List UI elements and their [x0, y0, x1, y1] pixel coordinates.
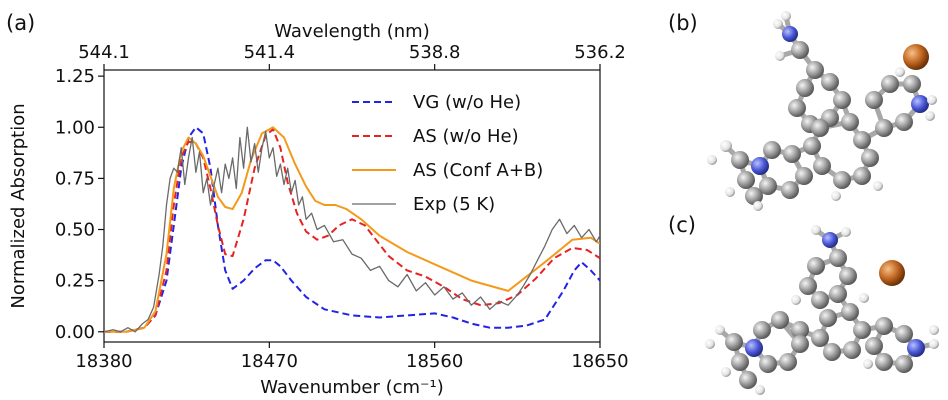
x-tick-label: 18380 [75, 351, 132, 372]
y-tick-label: 1.25 [55, 66, 95, 87]
y-tick-label: 0.00 [55, 322, 95, 343]
molecule-c-image [705, 225, 939, 395]
absorption-chart: 18380 18470 18560 18650 544.1 541.4 538.8 536.2… [8, 21, 629, 398]
series-line-4 [104, 126, 600, 333]
panel-label-b: (b) [668, 11, 698, 35]
series-line-3 [104, 126, 600, 333]
y-tick-label: 0.25 [55, 271, 95, 292]
x-tick-label: 18470 [241, 351, 298, 372]
top-x-tick-label: 541.4 [244, 42, 296, 63]
x-tick-label: 18560 [406, 351, 463, 372]
y-tick-label: 0.50 [55, 220, 95, 241]
cation-sphere-c [879, 260, 905, 286]
top-x-tick-label: 544.1 [78, 42, 130, 63]
y-tick-label: 1.00 [55, 117, 95, 138]
legend-label-4: Exp (5 K) [413, 194, 495, 215]
molecule-b-image [707, 11, 937, 211]
legend-label-1: VG (w/o He) [413, 92, 521, 113]
series-layer [104, 126, 600, 333]
series-line-1 [104, 126, 600, 333]
legend-label-2: AS (w/o He) [413, 126, 519, 147]
cation-sphere-b [903, 44, 929, 70]
top-x-tick-label: 538.8 [409, 42, 461, 63]
plot-frame [103, 69, 601, 343]
top-axis-title: Wavelength (nm) [274, 21, 430, 42]
top-x-tick-label: 536.2 [574, 42, 626, 63]
x-axis-title: Wavenumber (cm⁻¹) [260, 377, 444, 398]
molecule-b-atoms [707, 11, 937, 211]
x-tick-label: 18650 [571, 351, 628, 372]
panel-label-a: (a) [6, 11, 35, 35]
molecule-c-atoms [705, 225, 939, 395]
y-axis-title: Normalized Absorption [8, 103, 29, 308]
y-tick-label: 0.75 [55, 168, 95, 189]
panel-label-c: (c) [668, 213, 696, 237]
axes-layer: 18380 18470 18560 18650 544.1 541.4 538.8 536.2… [55, 42, 629, 372]
legend-label-3: AS (Conf A+B) [413, 160, 543, 181]
legend: VG (w/o He) AS (w/o He) AS (Conf A+B) Exp (… [352, 92, 543, 215]
